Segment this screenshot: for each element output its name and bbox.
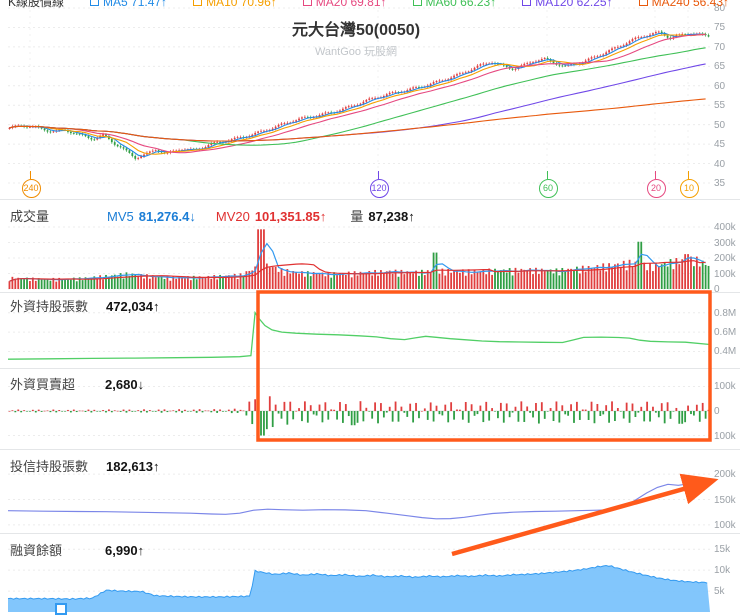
foreign-holdings-arrow: ↑ (153, 299, 160, 314)
legend-text-ma120: MA120 62.25↑ (535, 0, 613, 9)
margin-arrow: ↑ (137, 543, 145, 558)
legend-item-ma20[interactable]: MA20 69.81↑ (302, 0, 387, 9)
ma-tag-stem-240 (30, 171, 31, 179)
ma-tag-240[interactable]: 240 (21, 179, 41, 198)
mv5-label: MV5 (107, 209, 134, 224)
volume-row: 成交量 MV5 81,276.4↓ MV20 101,351.85↑ 量 87,… (10, 206, 415, 225)
price-axis-label-40: 40 (714, 158, 726, 170)
price-axis-label-80: 80 (714, 3, 726, 14)
volume-axis-label-4: 0 (714, 284, 720, 295)
kline-legend-label[interactable]: K線股價線 (8, 0, 65, 9)
legend-text-ma10: MA10 70.96↑ (206, 0, 277, 9)
foreign-net-arrow: ↓ (137, 377, 145, 392)
legend-text-ma20: MA20 69.81↑ (315, 0, 387, 9)
legend-item-ma60[interactable]: MA60 66.23↑ (412, 0, 497, 9)
vol-label: 量 (350, 209, 364, 224)
volume-axis-label-3: 100k (714, 268, 736, 280)
legend-item-ma5[interactable]: MA5 71.47↑ (90, 0, 167, 9)
trust-holdings-arrow: ↑ (153, 459, 160, 474)
trust-axis-label-0: 200k (714, 469, 736, 481)
margin-axis-label-0: 15k (714, 544, 731, 556)
mv5-value: 81,276.4↓ (138, 209, 196, 224)
margin-axis-label-2: 5k (714, 586, 725, 598)
margin-label: 融資餘額 (10, 543, 63, 558)
legend-text-ma5: MA5 71.47↑ (103, 0, 168, 9)
margin-row: 融資餘額 6,990 ↑ (10, 540, 144, 559)
vol-arrow: ↑ (408, 209, 415, 224)
volume-axis-label-1: 300k (714, 237, 736, 249)
price-axis-label-75: 75 (714, 22, 726, 34)
mv20-label: MV20 (215, 209, 250, 224)
vol-value: 87,238 (368, 209, 409, 224)
price-axis-label-35: 35 (714, 178, 726, 189)
legend-checkbox-ma5[interactable] (90, 0, 100, 6)
watermark: WantGoo 玩股網 (314, 46, 398, 58)
title-block: 元大台灣50(0050) WantGoo 玩股網 (0, 16, 712, 59)
foreign-net-axis-label-0: 100k (714, 381, 736, 393)
foreign-holdings-axis-label-2: 0.4M (714, 346, 737, 358)
foreign-net-axis-label-2: 100k (714, 430, 736, 442)
trust-holdings-label: 投信持股張數 (10, 459, 89, 474)
legend-checkbox-ma120[interactable] (522, 0, 532, 6)
price-axis-label-60: 60 (714, 80, 726, 92)
foreign-holdings-value: 472,034 (106, 299, 154, 314)
legend-item-ma240[interactable]: MA240 56.43↑ (638, 0, 729, 9)
foreign-net-axis-label-1: 0 (714, 406, 720, 417)
trust-axis-label-2: 100k (714, 519, 736, 531)
foreign-net-row: 外資買賣超 2,680 ↓ (10, 374, 144, 393)
volume-axis-label-0: 400k (714, 222, 736, 233)
ma-tag-stem-10 (688, 171, 689, 179)
ma-tag-stem-20 (655, 171, 656, 179)
foreign-holdings-row: 外資持股張數 472,034 ↑ (10, 296, 160, 315)
ma-tag-stem-120 (378, 171, 379, 179)
price-axis-label-50: 50 (714, 119, 726, 131)
volume-label: 成交量 (10, 209, 50, 224)
foreign-holdings-axis-label-1: 0.6M (714, 327, 737, 339)
ma-tag-60[interactable]: 60 (538, 179, 558, 198)
legend-checkbox-ma20[interactable] (302, 0, 312, 6)
price-axis-label-70: 70 (714, 41, 726, 53)
legend-checkbox-ma240[interactable] (638, 0, 648, 6)
margin-value: 6,990 (105, 543, 138, 558)
price-axis-label-45: 45 (714, 139, 726, 151)
ma-tag-20[interactable]: 20 (646, 179, 666, 198)
foreign-net-value: 2,680 (105, 377, 138, 392)
price-axis-label-55: 55 (714, 100, 726, 112)
legend-item-ma120[interactable]: MA120 62.25↑ (522, 0, 613, 9)
volume-axis-label-2: 200k (714, 253, 736, 264)
legend-item-ma10[interactable]: MA10 70.96↑ (193, 0, 277, 9)
foreign-holdings-label: 外資持股張數 (10, 299, 89, 314)
ma-tag-10[interactable]: 10 (679, 179, 699, 198)
legend-text-ma240: MA240 56.43↑ (651, 0, 729, 9)
foreign-holdings-axis-label-0: 0.8M (714, 307, 737, 319)
clipped-checkbox[interactable] (55, 603, 67, 615)
foreign-net-label: 外資買賣超 (10, 377, 76, 392)
ma-tag-stem-60 (547, 171, 548, 179)
legend-checkbox-ma10[interactable] (193, 0, 203, 6)
legend-text-ma60: MA60 66.23↑ (425, 0, 497, 9)
mv20-value: 101,351.85↑ (254, 209, 327, 224)
trust-holdings-value: 182,613 (106, 459, 154, 474)
trust-axis-label-1: 150k (714, 494, 736, 506)
page-title: 元大台灣50(0050) (291, 22, 421, 39)
trust-holdings-row: 投信持股張數 182,613 ↑ (10, 456, 160, 475)
ma-tag-120[interactable]: 120 (369, 179, 389, 198)
margin-axis-label-1: 10k (714, 565, 731, 577)
top-legend: K線股價線 MA5 71.47↑ MA10 70.96↑ MA20 69.81↑ MA6… (8, 0, 729, 10)
legend-checkbox-ma60[interactable] (412, 0, 422, 6)
price-axis-label-65: 65 (714, 61, 726, 73)
